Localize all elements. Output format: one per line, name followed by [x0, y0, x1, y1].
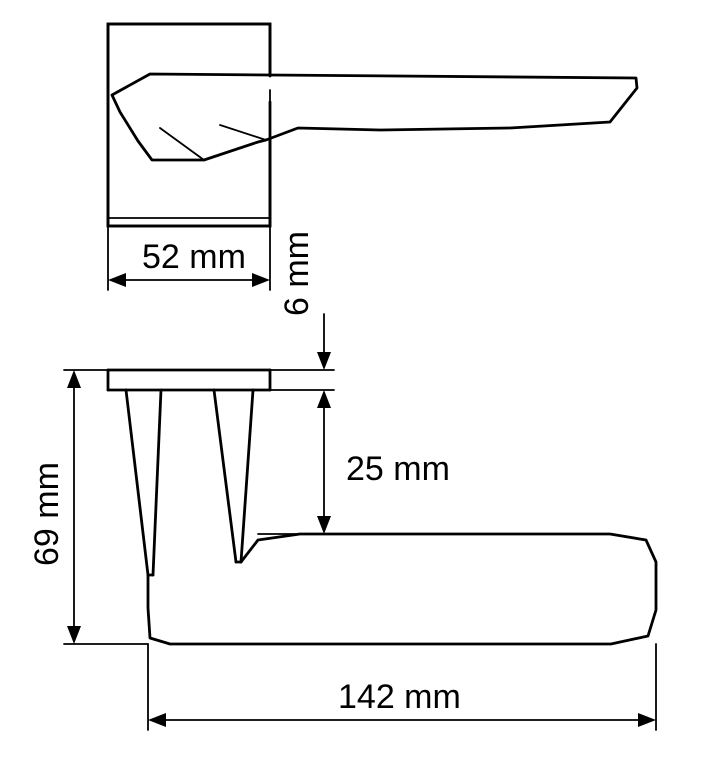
svg-text:69 mm: 69 mm: [28, 462, 66, 566]
technical-drawing: 52 mm 6 mm 25 mm 69 mm 142 mm: [0, 0, 722, 779]
svg-text:52 mm: 52 mm: [142, 238, 246, 276]
svg-text:25 mm: 25 mm: [346, 450, 450, 488]
svg-text:142 mm: 142 mm: [338, 678, 461, 716]
svg-text:6 mm: 6 mm: [278, 231, 316, 316]
